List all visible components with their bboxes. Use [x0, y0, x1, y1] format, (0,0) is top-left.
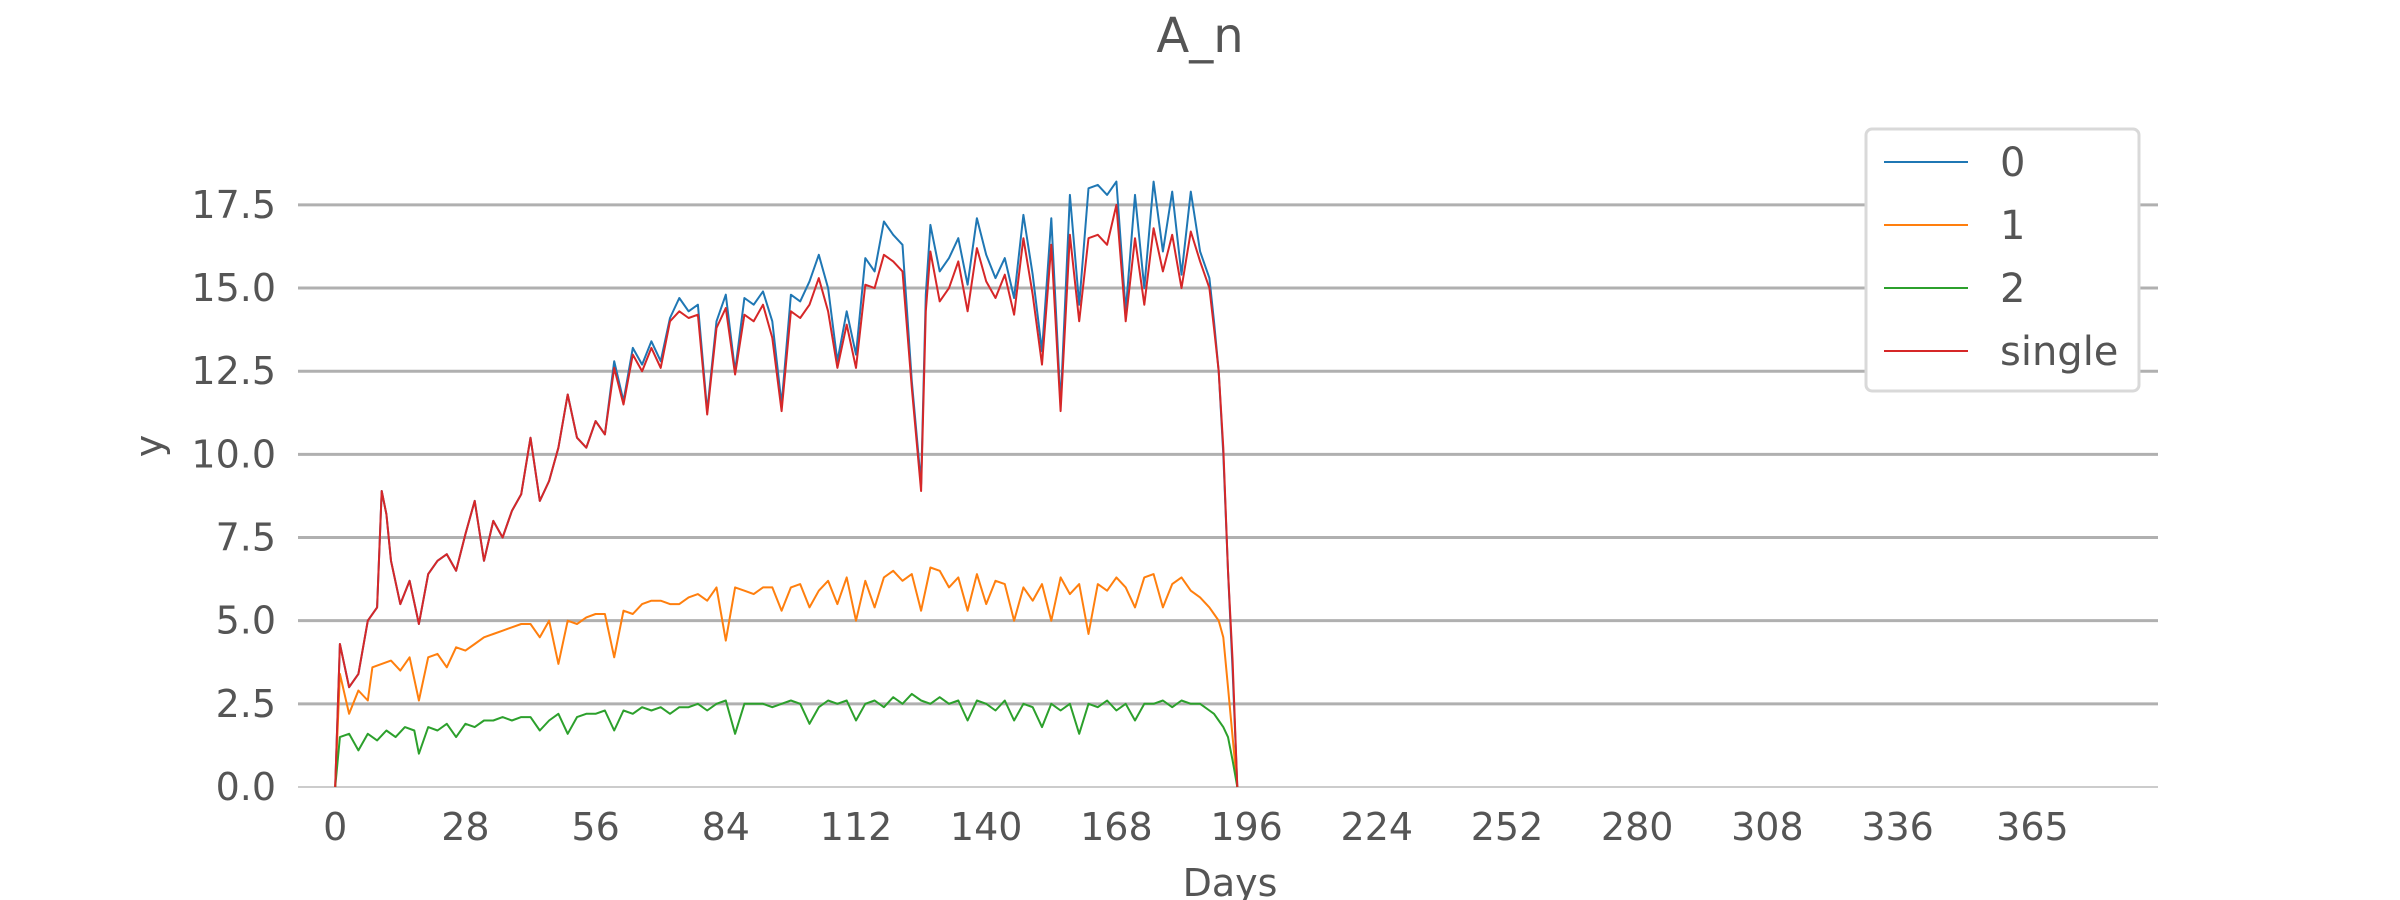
plot-area [334, 180, 1239, 788]
grid-lines [298, 203, 2158, 788]
x-tick-label: 224 [1341, 805, 1414, 849]
x-tick-label: 112 [820, 805, 893, 849]
y-tick-label: 10.0 [191, 432, 276, 476]
x-tick-label: 168 [1080, 805, 1153, 849]
y-tick-label: 0.0 [216, 765, 276, 809]
x-tick-label: 280 [1601, 805, 1674, 849]
y-tick-label: 2.5 [216, 682, 276, 726]
series-line-0 [334, 180, 1239, 788]
legend-box [1864, 127, 2141, 393]
legend: 0 1 2 single [1864, 127, 2141, 393]
series-line-single [334, 203, 1239, 788]
x-tick-label: 0 [323, 805, 347, 849]
x-axis-ticks: 0 28 56 84 112 140 168 196 224 252 280 308 336 365 [323, 805, 2069, 849]
x-tick-label: 56 [571, 805, 619, 849]
y-axis-label: y [127, 435, 171, 458]
legend-label-1: 1 [2000, 203, 2025, 249]
chart-title: A_n [1156, 8, 1243, 64]
series-line-2 [334, 692, 1239, 788]
legend-label-single: single [2000, 329, 2118, 375]
y-tick-label: 5.0 [216, 599, 276, 643]
y-tick-label: 7.5 [216, 516, 276, 560]
x-tick-label: 196 [1210, 805, 1283, 849]
series-line-1 [334, 566, 1239, 788]
y-tick-label: 12.5 [191, 349, 276, 393]
y-tick-label: 15.0 [191, 266, 276, 310]
x-tick-label: 336 [1861, 805, 1934, 849]
x-tick-label: 365 [1996, 805, 2069, 849]
legend-label-0: 0 [2000, 140, 2025, 186]
y-tick-label: 17.5 [191, 183, 276, 227]
x-tick-label: 308 [1731, 805, 1804, 849]
x-axis-label: Days [1183, 861, 1278, 900]
x-tick-label: 84 [702, 805, 750, 849]
legend-label-2: 2 [2000, 266, 2025, 312]
x-tick-label: 252 [1471, 805, 1544, 849]
y-axis-ticks: 0.0 2.5 5.0 7.5 10.0 12.5 15.0 17.5 [191, 183, 276, 809]
x-tick-label: 28 [441, 805, 489, 849]
x-tick-label: 140 [950, 805, 1023, 849]
